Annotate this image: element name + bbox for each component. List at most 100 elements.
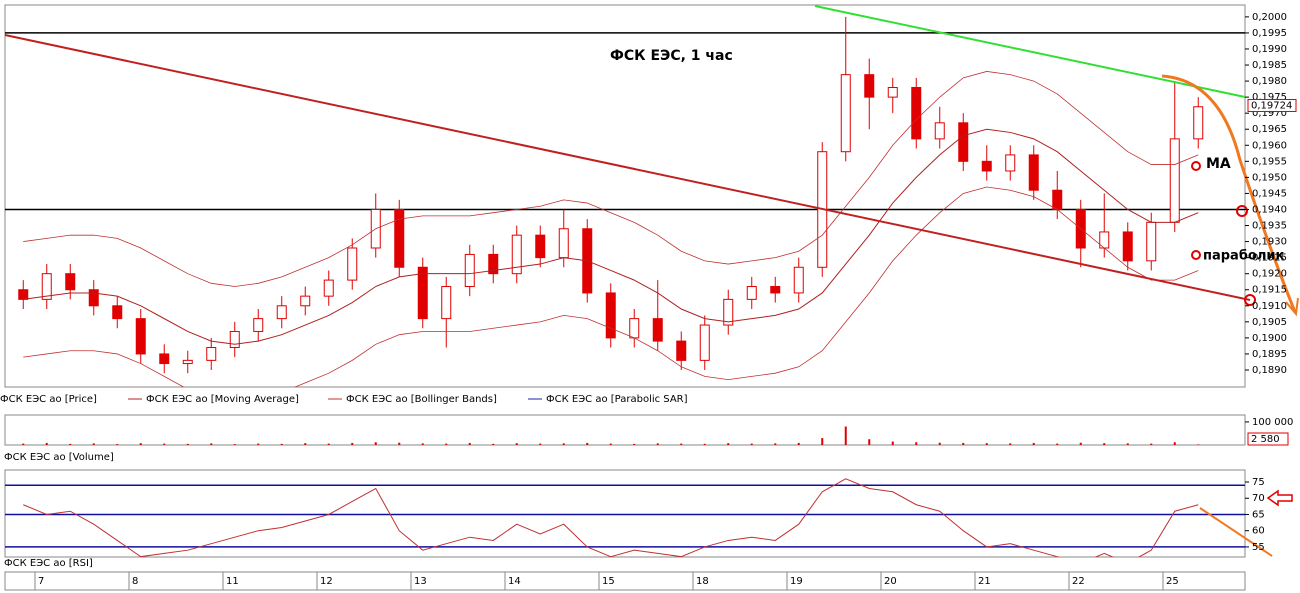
volume-bar [868,439,871,445]
volume-bar [304,443,307,445]
volume-bar [915,442,918,445]
volume-bar [680,443,683,445]
volume-bar [1103,443,1106,445]
volume-bar [1126,443,1129,445]
candle-body [323,279,334,297]
volume-bar [92,443,95,445]
volume-bar [116,444,119,445]
candle-body [958,122,969,162]
x-tick-label: 14 [508,576,521,587]
x-tick-label: 25 [1166,576,1179,587]
candle-body [88,289,99,307]
y-tick-label: 55 [1252,542,1265,553]
volume-bar [280,443,283,445]
y-tick-label: 0,1960 [1252,140,1287,151]
volume-bar [656,443,659,445]
candle-body [934,122,945,140]
arrow-icon [1266,489,1293,507]
x-tick-label: 21 [978,576,991,587]
candle-body [1169,138,1180,223]
candle-body [159,353,170,365]
volume-bar [445,443,448,445]
marker [1191,161,1201,171]
x-tick-label: 11 [226,576,239,587]
last-volume-label: 2 580 [1251,434,1280,445]
candle-body [253,318,264,332]
volume-bar [1197,444,1200,445]
volume-bar [609,443,612,445]
candle-body [864,74,875,98]
volume-bar [1009,443,1012,445]
rsi-line [23,478,1199,557]
candle-body [605,292,616,339]
price-panel [4,4,1246,388]
y-tick-label: 0,1915 [1252,285,1287,296]
candle-body [676,340,687,361]
x-tick-label: 8 [132,576,138,587]
volume-bar [139,443,142,445]
y-tick-label: 70 [1252,493,1265,504]
volume-bar [210,443,213,445]
trend-line [814,5,1246,98]
candle-body [394,208,405,268]
candle-body [300,295,311,307]
candle-body [18,289,29,300]
candle-body [441,286,452,320]
candle-body [417,266,428,320]
y-tick-label: 0,1910 [1252,301,1287,312]
candle-body [558,228,569,259]
forecast-arrow [1161,74,1297,313]
last-volume-box [1247,432,1289,446]
volume-bar [891,441,894,445]
volume-bar [515,443,518,445]
y-tick-label: 0,1900 [1252,333,1287,344]
y-tick-label: 0,1965 [1252,124,1287,135]
candle-body [840,74,851,153]
y-tick-label: 0,1975 [1252,92,1287,103]
volume-bar [186,443,189,445]
last-price-box [1247,98,1297,112]
y-tick-label: 0,1925 [1252,253,1287,264]
candle-body [206,347,217,361]
volume-bar [257,443,260,445]
y-tick-label: 0,1895 [1252,349,1287,360]
candle-body [511,234,522,275]
moving-average [23,128,1199,345]
marker [1191,250,1201,260]
y-tick-label: 0,1890 [1252,365,1287,376]
y-tick-label: 0,1950 [1252,172,1287,183]
y-tick-label: 0,1920 [1252,269,1287,280]
candle-body [65,273,76,291]
y-tick-label: 0,1940 [1252,204,1287,215]
last-price-label: 0,19724 [1251,100,1292,111]
volume-bar [327,443,330,445]
candle-body [135,318,146,355]
candle-body [1028,154,1039,191]
y-tick-label: 0,2000 [1252,12,1287,23]
y-tick-label: 0,1935 [1252,221,1287,232]
candle-body [1052,189,1063,210]
volume-bar [633,443,636,445]
volume-bar [1173,442,1176,445]
x-tick-label: 20 [884,576,897,587]
y-tick-label: 0,1985 [1252,60,1287,71]
y-tick-label: 0,1990 [1252,44,1287,55]
chart-title: ФСК ЕЭС, 1 час [610,48,733,64]
candle-body [112,305,123,320]
candle-body [1146,221,1157,262]
volume-bar [821,438,824,445]
volume-bar [938,442,941,445]
bollinger-band [23,186,1199,387]
legend-label: ФСК ЕЭС ао [Moving Average] [146,394,299,405]
time-axis [4,571,1246,591]
panel-label: ФСК ЕЭС ао [RSI] [4,558,93,569]
candle-body [981,160,992,172]
candle-body [770,286,781,294]
y-tick-label: 0,1930 [1252,237,1287,248]
volume-bar [985,443,988,445]
candle-body [629,318,640,339]
candle-body [347,247,358,281]
volume-bar [962,442,965,445]
candle-body [911,86,922,140]
